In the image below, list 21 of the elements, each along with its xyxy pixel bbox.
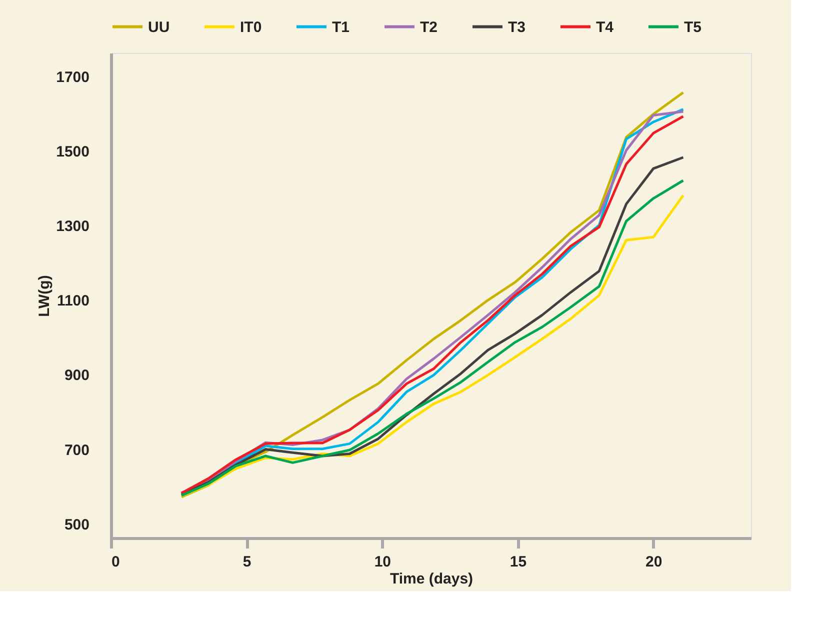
- y-tick-label: 1500: [56, 144, 90, 161]
- y-tick-label: 1700: [56, 68, 90, 86]
- x-tick-label: 15: [510, 554, 527, 570]
- x-tick-label: 20: [646, 554, 662, 570]
- legend-label: T1: [332, 18, 350, 36]
- x-tick-label: 0: [112, 554, 120, 570]
- legend-label: T4: [596, 18, 614, 36]
- y-axis-title: LW(g): [36, 275, 54, 317]
- y-tick-label: 500: [64, 516, 90, 534]
- y-tick-label: 1100: [56, 292, 90, 310]
- legend-label: UU: [148, 18, 170, 36]
- y-tick-label: 900: [64, 367, 90, 384]
- x-axis-title: Time (days): [390, 570, 474, 588]
- y-tick-label: 1300: [56, 218, 90, 236]
- legend-label: IT0: [240, 18, 262, 36]
- legend-label: T3: [508, 18, 526, 36]
- legend-label: T5: [684, 18, 702, 36]
- legend-label: T2: [420, 18, 438, 36]
- y-tick-label: 700: [64, 442, 90, 459]
- x-tick-label: 10: [374, 554, 392, 570]
- x-tick-label: 5: [242, 554, 252, 570]
